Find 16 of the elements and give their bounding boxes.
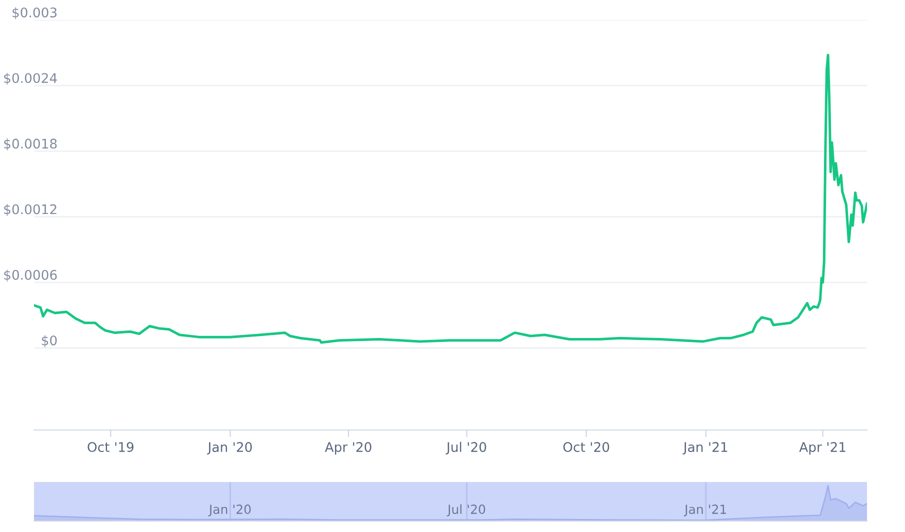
x-tick-label: Jan '20 (207, 442, 252, 454)
x-tick-label: Jan '21 (682, 442, 728, 454)
y-tick-label: $0.003 (12, 7, 57, 20)
y-tick-label: $0 (42, 335, 57, 348)
x-tick-label: Jan '21 (684, 504, 726, 516)
x-tick-label: Apr '21 (799, 442, 846, 455)
y-tick-label: $0.0006 (4, 270, 57, 282)
x-tick-label: Apr '20 (324, 442, 372, 455)
x-tick-label: Oct '19 (88, 442, 134, 452)
y-tick-label: $0.0012 (4, 204, 56, 216)
y-tick-label: $0.0024 (4, 72, 57, 85)
x-tick-label: Oct '20 (563, 442, 610, 452)
x-tick-label: Jul '20 (446, 504, 486, 516)
x-tick-label: Jul '20 (446, 442, 486, 454)
x-tick-label: Jan '20 (208, 504, 251, 516)
y-tick-label: $0.0018 (4, 138, 57, 150)
